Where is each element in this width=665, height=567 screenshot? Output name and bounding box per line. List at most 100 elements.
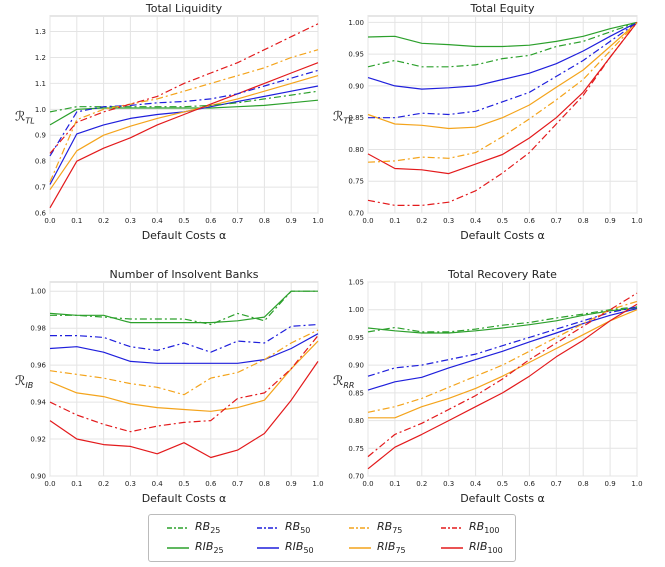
x-tick-label: 0.2	[98, 217, 109, 225]
y-tick-label: 0.95	[348, 334, 364, 342]
legend-swatch	[349, 527, 371, 529]
y-tick-label: 0.70	[348, 210, 364, 218]
legend-label: RB75	[377, 520, 403, 536]
x-axis-label: Default Costs α	[142, 492, 227, 505]
legend-swatch	[441, 547, 463, 549]
y-tick-label: 0.80	[348, 146, 364, 154]
legend-item-rib-25: RIB25	[167, 539, 224, 557]
x-tick-label: 0.4	[470, 217, 482, 225]
y-tick-label: 0.9	[35, 132, 46, 140]
series-line-rb-25	[50, 290, 318, 326]
series-line-rb-50	[367, 306, 638, 377]
chart-title: Total Equity	[470, 2, 535, 15]
x-tick-label: 1.0	[631, 480, 642, 488]
x-tick-label: 0.6	[205, 480, 217, 488]
y-tick-label: 0.70	[348, 473, 364, 481]
legend-swatch	[167, 527, 189, 529]
series-line-rb-75	[367, 300, 638, 413]
chart-panel-2: 0.0 0.1 0.2 0.3 0.4 0.5 0.6 0.7 0.8 0.9 1.0 0.70 0.7…	[333, 2, 643, 242]
series-line-rb-100	[49, 23, 319, 154]
y-tick-label: 0.6	[35, 210, 47, 218]
x-tick-label: 0.1	[71, 217, 82, 225]
series-line-rb-75	[49, 329, 319, 396]
chart-title: Total Liquidity	[145, 2, 223, 15]
series-line-rib-25	[367, 307, 638, 334]
x-tick-label: 0.2	[416, 480, 427, 488]
legend-swatch	[257, 527, 279, 529]
x-tick-label: 0.0	[362, 480, 373, 488]
y-tick-label: 1.05	[348, 279, 364, 287]
x-tick-label: 0.8	[578, 480, 589, 488]
legend-item-rib-100: RIB100	[441, 539, 503, 557]
x-tick-label: 0.8	[259, 480, 270, 488]
series-line-rib-50	[49, 333, 319, 364]
y-tick-label: 1.1	[35, 80, 46, 88]
legend-swatch	[257, 547, 279, 549]
legend-label: RIB50	[285, 540, 314, 556]
x-tick-label: 0.4	[152, 217, 164, 225]
series-line-rib-25	[49, 290, 318, 324]
y-tick-label: 1.00	[30, 288, 46, 296]
y-tick-label: 0.90	[30, 473, 46, 481]
x-tick-label: 0.0	[362, 217, 373, 225]
series-line-rb-25	[367, 21, 638, 68]
x-tick-label: 0.5	[178, 480, 189, 488]
x-tick-label: 0.4	[470, 480, 482, 488]
chart-panel-3: 0.0 0.1 0.2 0.3 0.4 0.5 0.6 0.7 0.8 0.9 1.0 0.90 0.9…	[15, 268, 324, 505]
series-line-rb-100	[49, 335, 319, 433]
legend-label: RB50	[285, 520, 311, 536]
x-axis-label: Default Costs α	[142, 229, 227, 242]
y-tick-label: 0.90	[348, 362, 364, 370]
x-tick-label: 0.5	[497, 217, 508, 225]
series-line-rib-75	[49, 340, 319, 412]
y-tick-label: 1.00	[348, 19, 364, 27]
legend-item-rb-100: RB100	[441, 519, 499, 537]
y-tick-label: 1.00	[348, 306, 364, 314]
y-tick-label: 0.98	[30, 325, 46, 333]
y-tick-label: 0.8	[35, 158, 46, 166]
series-line-rb-100	[367, 292, 638, 458]
figure: 0.0 0.1 0.2 0.3 0.4 0.5 0.6 0.7 0.8 0.9 1.00.60.70…	[15, 2, 643, 505]
legend-item-rb-25: RB25	[167, 519, 220, 537]
y-axis-label: ℛTL	[15, 110, 35, 126]
legend-swatch	[167, 547, 189, 549]
x-tick-label: 0.3	[125, 217, 136, 225]
chart-title: Number of Insolvent Banks	[110, 268, 259, 281]
series-line-rib-25	[367, 21, 638, 48]
x-tick-label: 0.3	[443, 217, 454, 225]
legend-item-rb-75: RB75	[349, 519, 402, 537]
series-line-rb-25	[367, 306, 638, 333]
x-tick-label: 0.7	[551, 480, 562, 488]
x-tick-label: 0.5	[178, 217, 189, 225]
legend-swatch	[349, 547, 371, 549]
y-tick-label: 1.3	[35, 28, 46, 36]
y-tick-label: 0.92	[30, 436, 46, 444]
x-tick-label: 0.6	[205, 217, 217, 225]
x-tick-label: 1.0	[312, 217, 323, 225]
series-line-rib-100	[49, 62, 319, 209]
legend-label: RIB25	[195, 540, 224, 556]
x-tick-label: 0.1	[71, 480, 82, 488]
x-tick-label: 0.2	[98, 480, 109, 488]
legend-item-rb-50: RB50	[257, 519, 310, 537]
series-line-rb-100	[367, 22, 638, 206]
series-line-rib-100	[367, 303, 638, 470]
y-tick-label: 0.96	[30, 362, 46, 370]
series-line-rib-50	[367, 308, 638, 391]
x-tick-label: 0.7	[551, 217, 562, 225]
x-tick-label: 0.8	[259, 217, 270, 225]
y-tick-label: 0.95	[348, 51, 364, 59]
x-tick-label: 0.5	[497, 480, 508, 488]
y-axis-label: ℛTE	[333, 110, 354, 126]
legend-label: RB100	[469, 520, 500, 536]
y-tick-label: 0.94	[30, 399, 46, 407]
x-tick-label: 0.6	[524, 217, 536, 225]
legend-label: RIB75	[377, 540, 406, 556]
x-tick-label: 0.0	[44, 217, 55, 225]
legend-swatch	[441, 527, 463, 529]
series-line-rib-50	[367, 21, 638, 90]
x-axis-label: Default Costs α	[460, 492, 545, 505]
x-tick-label: 0.1	[389, 480, 400, 488]
x-tick-label: 0.3	[125, 480, 136, 488]
series-line-rb-25	[49, 90, 319, 113]
